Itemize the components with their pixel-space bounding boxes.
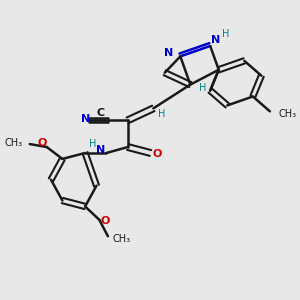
Text: N: N bbox=[96, 145, 105, 155]
Text: H: H bbox=[222, 29, 230, 39]
Text: H: H bbox=[158, 109, 166, 119]
Text: CH₃: CH₃ bbox=[112, 234, 130, 244]
Text: N: N bbox=[164, 48, 174, 59]
Text: C: C bbox=[97, 108, 105, 118]
Text: O: O bbox=[153, 149, 162, 160]
Text: N: N bbox=[80, 114, 90, 124]
Text: O: O bbox=[38, 138, 47, 148]
Text: CH₃: CH₃ bbox=[4, 138, 22, 148]
Text: N: N bbox=[211, 35, 220, 45]
Text: O: O bbox=[100, 216, 110, 226]
Text: CH₃: CH₃ bbox=[278, 109, 296, 119]
Text: H: H bbox=[200, 82, 207, 93]
Text: H: H bbox=[89, 139, 97, 149]
